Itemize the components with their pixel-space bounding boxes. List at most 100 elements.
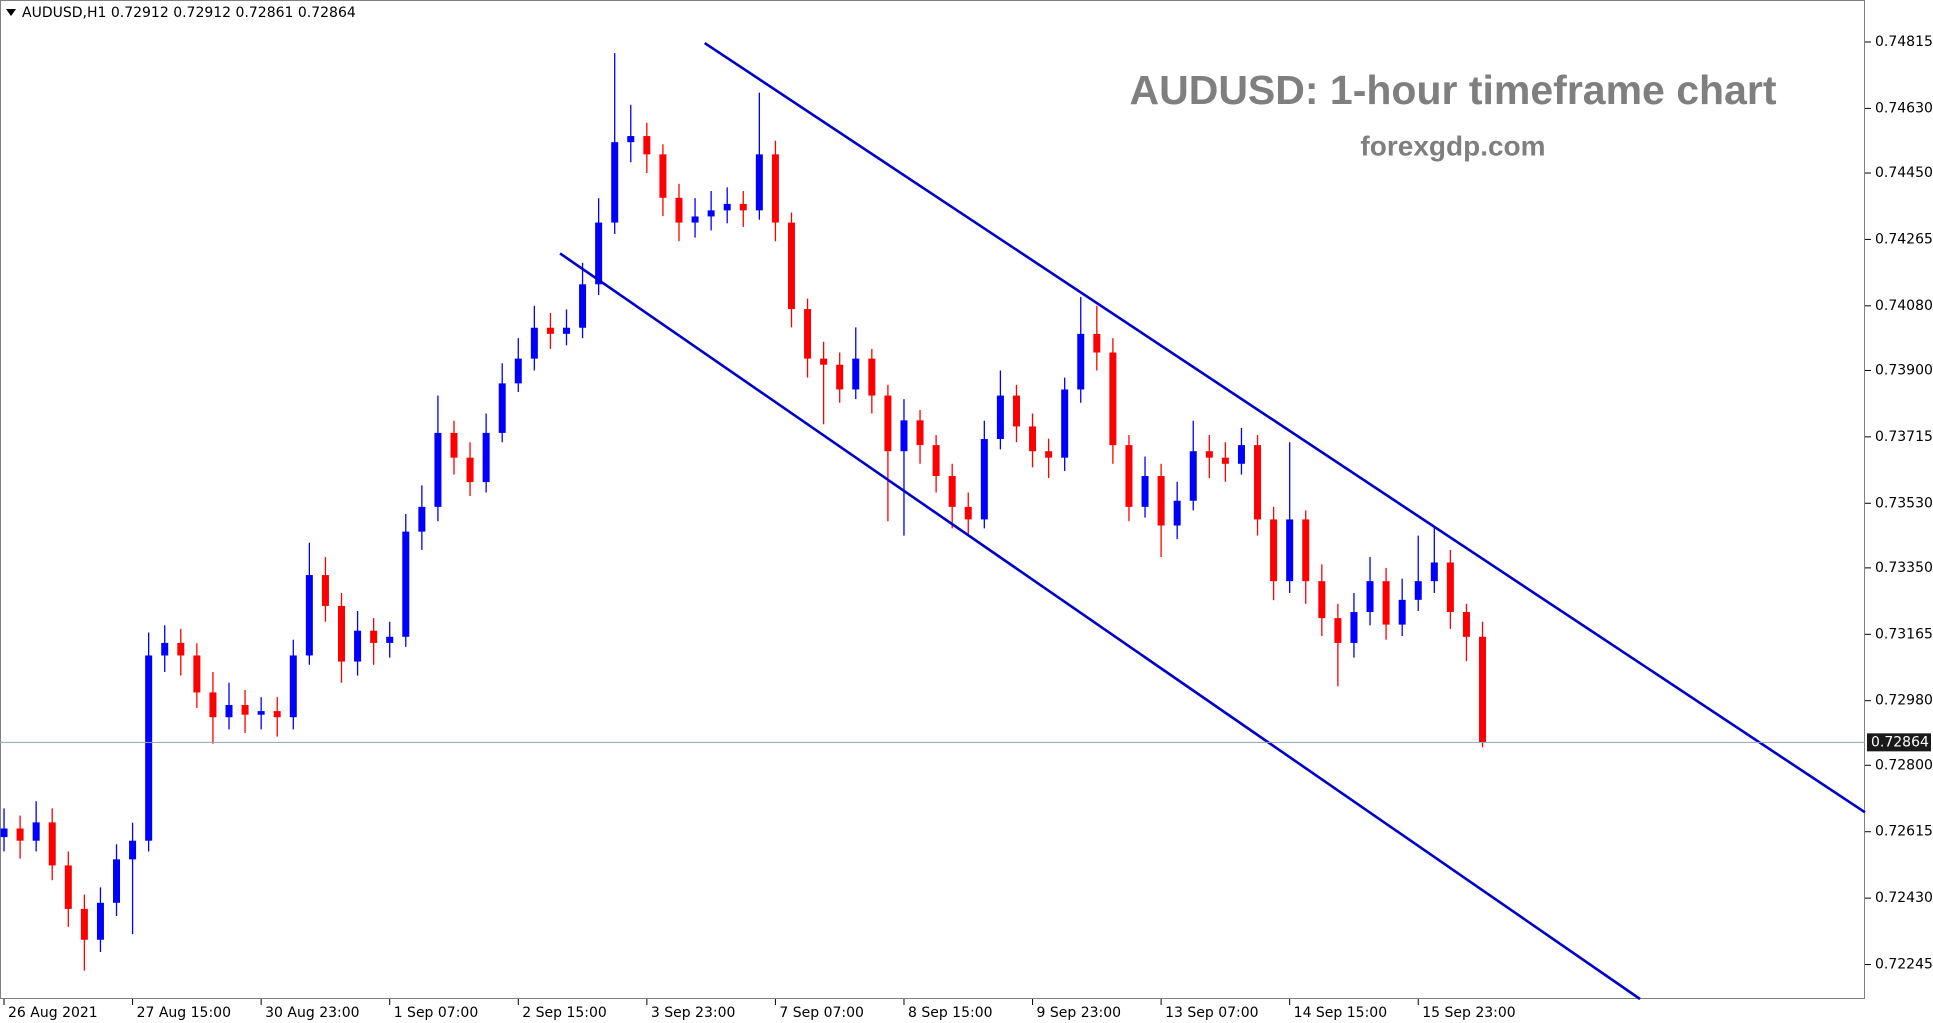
x-tick-label: 7 Sep 07:00 bbox=[779, 1005, 864, 1021]
candle-body bbox=[1141, 475, 1149, 507]
candle-body bbox=[1029, 426, 1037, 452]
chart-header: AUDUSD,H1 0.72912 0.72912 0.72861 0.7286… bbox=[22, 5, 356, 21]
candle-body bbox=[1045, 451, 1053, 458]
candle-body bbox=[787, 222, 795, 310]
candle-body bbox=[836, 364, 844, 390]
candle-body bbox=[418, 506, 426, 532]
y-tick-label: 0.72430 bbox=[1875, 890, 1933, 906]
y-tick-label: 0.74080 bbox=[1875, 298, 1933, 314]
channel-line bbox=[559, 252, 1641, 1001]
x-tick-label: 1 Sep 07:00 bbox=[394, 1005, 479, 1021]
candle-body bbox=[1398, 599, 1406, 625]
plot-frame bbox=[0, 0, 1865, 999]
candle-body bbox=[225, 705, 233, 718]
candle-body bbox=[980, 439, 988, 520]
price-label: 0.72864 bbox=[1871, 734, 1929, 750]
channel-line bbox=[703, 41, 1866, 814]
candle-body bbox=[1270, 519, 1278, 582]
candle-body bbox=[145, 655, 153, 841]
candle-body bbox=[820, 358, 828, 365]
candle-body bbox=[354, 630, 362, 662]
candle-body bbox=[321, 575, 329, 606]
candle-body bbox=[402, 531, 410, 637]
y-tick-label: 0.73350 bbox=[1875, 560, 1933, 576]
x-tick-label: 14 Sep 15:00 bbox=[1294, 1005, 1387, 1021]
candle-body bbox=[1446, 562, 1454, 613]
candle-body bbox=[530, 327, 538, 359]
y-tick-label: 0.73530 bbox=[1875, 495, 1933, 511]
x-tick-label: 13 Sep 07:00 bbox=[1165, 1005, 1258, 1021]
candle-body bbox=[1157, 475, 1165, 526]
x-tick-label: 2 Sep 15:00 bbox=[522, 1005, 607, 1021]
candle-body bbox=[755, 154, 763, 211]
candle-body bbox=[1093, 333, 1101, 353]
candle-body bbox=[852, 358, 860, 390]
candle-body bbox=[1382, 581, 1390, 625]
y-tick-label: 0.72615 bbox=[1875, 824, 1933, 840]
candle-body bbox=[1479, 636, 1487, 743]
candle-body bbox=[675, 197, 683, 223]
candle-body bbox=[611, 142, 619, 223]
candle-body bbox=[1061, 389, 1069, 458]
candle-body bbox=[498, 383, 506, 433]
x-tick-label: 26 Aug 2021 bbox=[8, 1005, 98, 1021]
candle-body bbox=[1414, 581, 1422, 600]
candle-body bbox=[1109, 352, 1117, 446]
candle-body bbox=[964, 506, 972, 520]
candle-body bbox=[241, 705, 249, 715]
x-tick-label: 8 Sep 15:00 bbox=[908, 1005, 993, 1021]
price-label-box bbox=[1867, 733, 1931, 752]
chart-subtitle: forexgdp.com bbox=[1360, 130, 1545, 161]
candle-body bbox=[1334, 618, 1342, 643]
y-tick-label: 0.74630 bbox=[1875, 100, 1933, 116]
candle-body bbox=[1462, 612, 1470, 637]
candle-body bbox=[562, 327, 570, 334]
candle-body bbox=[1077, 333, 1085, 390]
candle-body bbox=[1366, 581, 1374, 613]
candle-body bbox=[289, 655, 297, 718]
candle-body bbox=[804, 309, 812, 359]
candle-body bbox=[113, 859, 121, 903]
x-tick-label: 15 Sep 23:00 bbox=[1422, 1005, 1515, 1021]
candle-body bbox=[1286, 519, 1294, 582]
x-tick-label: 30 Aug 23:00 bbox=[265, 1005, 359, 1021]
candle-body bbox=[739, 203, 747, 211]
x-tick-label: 3 Sep 23:00 bbox=[651, 1005, 736, 1021]
chart-title: AUDUSD: 1-hour timeframe chart bbox=[1130, 67, 1777, 113]
candle-body bbox=[916, 420, 924, 446]
y-tick-label: 0.74815 bbox=[1875, 34, 1933, 50]
candle-body bbox=[338, 605, 346, 662]
x-tick-label: 9 Sep 23:00 bbox=[1037, 1005, 1122, 1021]
candle-body bbox=[273, 711, 281, 718]
x-tick-label: 27 Aug 15:00 bbox=[137, 1005, 231, 1021]
candle-body bbox=[1173, 500, 1181, 526]
y-tick-label: 0.72980 bbox=[1875, 693, 1933, 709]
candle-body bbox=[0, 828, 8, 838]
y-tick-label: 0.72245 bbox=[1875, 957, 1933, 973]
candle-body bbox=[450, 432, 458, 458]
candle-body bbox=[627, 136, 635, 143]
candle-body bbox=[579, 284, 587, 328]
candle-body bbox=[1205, 451, 1213, 458]
candle-body bbox=[932, 445, 940, 476]
candle-body bbox=[643, 136, 651, 155]
candle-body bbox=[257, 711, 265, 715]
candle-body bbox=[1189, 451, 1197, 501]
menu-triangle bbox=[6, 9, 16, 16]
candle-body bbox=[64, 865, 72, 909]
candles bbox=[0, 53, 1487, 971]
candle-body bbox=[595, 222, 603, 285]
candle-body bbox=[771, 154, 779, 223]
candle-body bbox=[900, 420, 908, 452]
candle-body bbox=[1012, 395, 1020, 427]
candle-body bbox=[1318, 581, 1326, 619]
candle-body bbox=[482, 432, 490, 483]
candle-body bbox=[1254, 445, 1262, 520]
candle-body bbox=[514, 358, 522, 384]
candle-body bbox=[723, 203, 731, 211]
candle-body bbox=[96, 902, 104, 940]
candle-body bbox=[370, 630, 378, 643]
candle-body bbox=[209, 692, 217, 718]
candle-body bbox=[1430, 562, 1438, 582]
